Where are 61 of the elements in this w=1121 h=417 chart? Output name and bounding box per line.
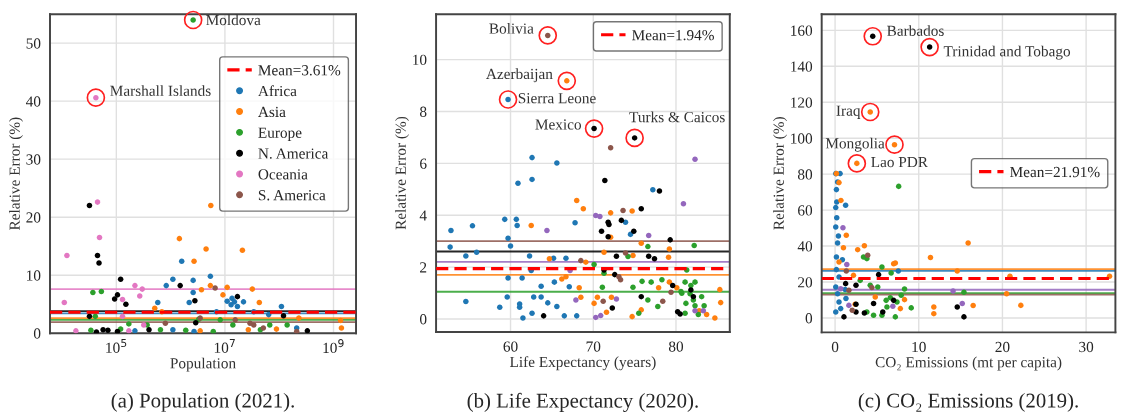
x-tick-label: 10$^{7}$ [214, 339, 235, 353]
y-tick-label: 6 [420, 158, 427, 169]
x-axis-title: Life Expectancy (years) [509, 356, 656, 371]
y-tick-label: 80 [797, 169, 813, 180]
y-tick-label: 30 [26, 154, 41, 165]
annotation: Lao PDR [871, 157, 928, 168]
legend-label: S. America [258, 190, 326, 201]
legend-label: Europe [258, 127, 302, 141]
legend-label: Mean=3.61% [258, 65, 341, 76]
annotation: Turks & Caicos [629, 111, 725, 123]
text: (c) CO₂ Emissions (2019). [858, 392, 1078, 412]
annotation: Azerbaijan [486, 68, 553, 83]
legend-label: Oceania [258, 169, 308, 180]
x-axis-title: CO₂ Emissions (mt per capita) [875, 356, 1062, 371]
y-tick-label: 10 [27, 270, 41, 281]
annotation: Mongolia [825, 137, 885, 152]
x-tick-label: 10$^{9}$ [323, 339, 344, 354]
x-tick-label: 60 [503, 341, 518, 352]
legend-label: N. America [258, 148, 329, 159]
x-tick-label: 10 [912, 341, 926, 353]
x-tick-label: 70 [586, 341, 601, 352]
legend-label: Mean=1.94% [632, 29, 714, 41]
y-tick-label: 4 [419, 210, 427, 221]
y-axis-title: Relative Error (%) [9, 117, 23, 231]
text: (b) Life Expectancy (2020). [467, 392, 698, 412]
x-tick-label: 80 [668, 341, 684, 352]
y-tick-label: 0 [33, 328, 41, 339]
x-tick-label: 10$^{5}$ [106, 339, 127, 353]
y-tick-label: 160 [791, 25, 813, 36]
x-axis-title: Population [170, 357, 236, 372]
y-tick-label: 10 [413, 54, 427, 66]
y-tick-label: 0 [419, 314, 427, 325]
y-tick-label: 2 [420, 262, 427, 273]
y-tick-label: 20 [798, 277, 813, 288]
legend-label: Asia [258, 106, 286, 118]
x-tick-label: 20 [995, 341, 1010, 353]
annotation: Barbados [887, 25, 944, 36]
y-tick-label: 140 [791, 61, 813, 72]
y-tick-label: 60 [798, 205, 813, 216]
annotation: Marshall Islands [110, 85, 211, 96]
y-axis-title: Relative Error (%) [395, 116, 409, 230]
legend-label: Africa [258, 85, 297, 97]
annotation: Trinidad and Tobago [943, 45, 1071, 60]
annotation: Iraq [836, 105, 861, 119]
y-tick-label: 0 [805, 313, 813, 324]
legend-label: Mean=21.91% [1010, 166, 1100, 178]
x-tick-label: 30 [1079, 341, 1094, 353]
y-tick-label: 120 [791, 97, 813, 108]
annotation: Bolivia [489, 22, 534, 34]
x-tick-label: 0 [831, 341, 839, 353]
y-tick-label: 50 [26, 38, 41, 49]
y-axis-title: Relative Error (%) [773, 117, 787, 230]
text: (a) Population (2021). [111, 392, 294, 412]
y-tick-label: 8 [419, 106, 427, 117]
y-tick-label: 100 [791, 133, 813, 144]
annotation: Moldova [206, 14, 261, 26]
annotation: Mexico [535, 119, 581, 130]
y-tick-label: 40 [25, 96, 41, 107]
annotation: Sierra Leone [518, 93, 596, 104]
y-tick-label: 40 [797, 241, 813, 252]
y-tick-label: 20 [26, 212, 41, 223]
